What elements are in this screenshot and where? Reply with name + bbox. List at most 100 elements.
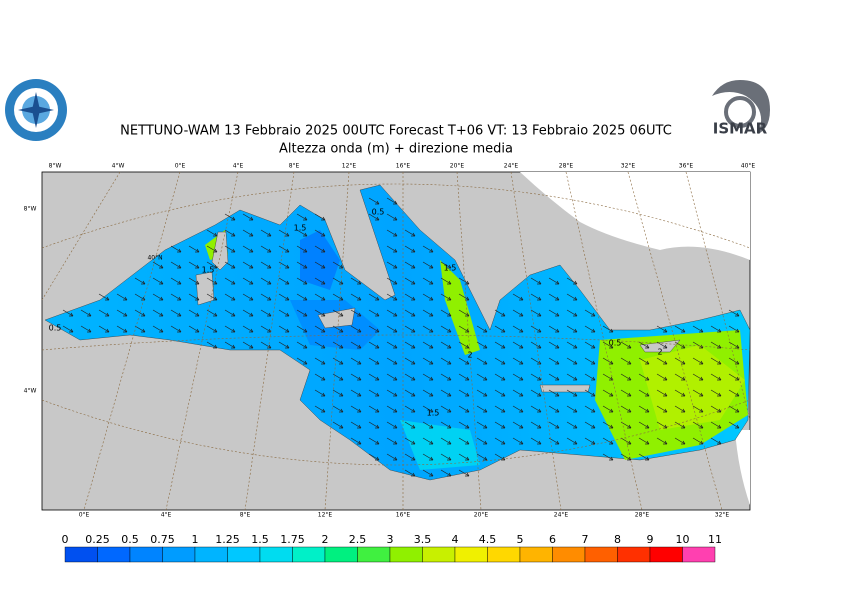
direction-arrow	[224, 325, 236, 333]
direction-arrow	[170, 261, 182, 269]
direction-arrow	[440, 437, 452, 445]
direction-arrow	[242, 309, 254, 317]
direction-arrow	[404, 373, 416, 381]
direction-arrow	[368, 389, 380, 397]
direction-arrow	[386, 197, 398, 205]
colorbar-label: 1.75	[280, 533, 305, 546]
direction-arrow	[314, 293, 326, 301]
direction-arrow	[404, 293, 416, 301]
direction-arrow	[350, 405, 362, 413]
contour-label: 0.5	[49, 324, 62, 333]
direction-arrow	[728, 341, 740, 349]
direction-arrow	[512, 373, 524, 381]
top-axis-label: 40°E	[741, 163, 756, 170]
direction-arrow	[422, 405, 434, 413]
direction-arrow	[548, 325, 560, 333]
direction-arrow	[206, 245, 218, 253]
direction-arrow	[404, 405, 416, 413]
direction-arrow	[242, 277, 254, 285]
direction-arrow	[134, 293, 146, 301]
direction-arrow	[386, 437, 398, 445]
direction-arrow	[350, 341, 362, 349]
direction-arrow	[260, 341, 272, 349]
direction-arrow	[620, 341, 632, 349]
bottom-axis-label: 0°E	[79, 512, 90, 519]
direction-arrow	[278, 245, 290, 253]
direction-arrow	[386, 357, 398, 365]
bottom-axis-label: 16°E	[396, 512, 411, 519]
direction-arrow	[476, 437, 488, 445]
direction-arrow	[404, 341, 416, 349]
direction-arrow	[368, 341, 380, 349]
direction-arrow	[170, 293, 182, 301]
direction-arrow	[314, 357, 326, 365]
top-axis-label: 8°E	[289, 163, 300, 170]
direction-arrow	[476, 421, 488, 429]
top-axis-label: 24°E	[504, 163, 519, 170]
top-axis-label: 12°E	[342, 163, 357, 170]
direction-arrow	[368, 357, 380, 365]
direction-arrow	[530, 325, 542, 333]
direction-arrow	[386, 421, 398, 429]
direction-arrow	[224, 213, 236, 221]
direction-arrow	[314, 261, 326, 269]
direction-arrow	[602, 325, 614, 333]
colorbar-swatch	[194, 546, 228, 563]
direction-arrow	[548, 357, 560, 365]
direction-arrow	[242, 213, 254, 221]
bottom-axis-label: 24°E	[554, 512, 569, 519]
colorbar-label: 5	[517, 533, 524, 546]
direction-arrow	[656, 437, 668, 445]
direction-arrow	[584, 373, 596, 381]
direction-arrow	[656, 405, 668, 413]
direction-arrow	[494, 437, 506, 445]
direction-arrow	[566, 405, 578, 413]
colorbar-label: 0.75	[150, 533, 175, 546]
direction-arrow	[440, 453, 452, 461]
top-axis-label: 0°E	[175, 163, 186, 170]
right-logo: ISMAR	[710, 78, 770, 138]
direction-arrow	[152, 309, 164, 317]
direction-arrow	[512, 293, 524, 301]
direction-arrow	[476, 389, 488, 397]
direction-arrow	[584, 389, 596, 397]
direction-arrow	[548, 373, 560, 381]
direction-arrow	[296, 277, 308, 285]
colorbar-label: 0.25	[85, 533, 110, 546]
direction-arrow	[368, 421, 380, 429]
direction-arrow	[170, 325, 182, 333]
direction-arrow	[242, 325, 254, 333]
direction-arrow	[476, 453, 488, 461]
direction-arrow	[224, 309, 236, 317]
direction-arrow	[242, 229, 254, 237]
direction-arrow	[350, 309, 362, 317]
direction-arrow	[674, 341, 686, 349]
direction-arrow	[440, 405, 452, 413]
direction-arrow	[620, 389, 632, 397]
direction-arrow	[638, 437, 650, 445]
direction-arrow	[314, 229, 326, 237]
subtitle: Altezza onda (m) + direzione media	[279, 142, 513, 157]
direction-arrow	[710, 357, 722, 365]
direction-arrow	[512, 309, 524, 317]
colorbar-label: 4	[452, 533, 459, 546]
direction-arrow	[692, 421, 704, 429]
direction-arrow	[656, 357, 668, 365]
direction-arrow	[638, 389, 650, 397]
direction-arrow	[674, 421, 686, 429]
direction-arrow	[530, 277, 542, 285]
logo-text: ISMAR	[713, 120, 768, 138]
direction-arrow	[458, 277, 470, 285]
direction-arrow	[368, 309, 380, 317]
direction-arrow	[206, 341, 218, 349]
direction-arrow	[296, 357, 308, 365]
direction-arrow	[476, 373, 488, 381]
direction-arrow	[206, 309, 218, 317]
direction-arrow	[458, 405, 470, 413]
direction-arrow	[620, 373, 632, 381]
contour-label: 2	[467, 351, 472, 360]
direction-arrow	[422, 373, 434, 381]
direction-arrow	[710, 405, 722, 413]
contour-label: 2	[657, 348, 662, 357]
top-axis-label: 16°E	[396, 163, 411, 170]
